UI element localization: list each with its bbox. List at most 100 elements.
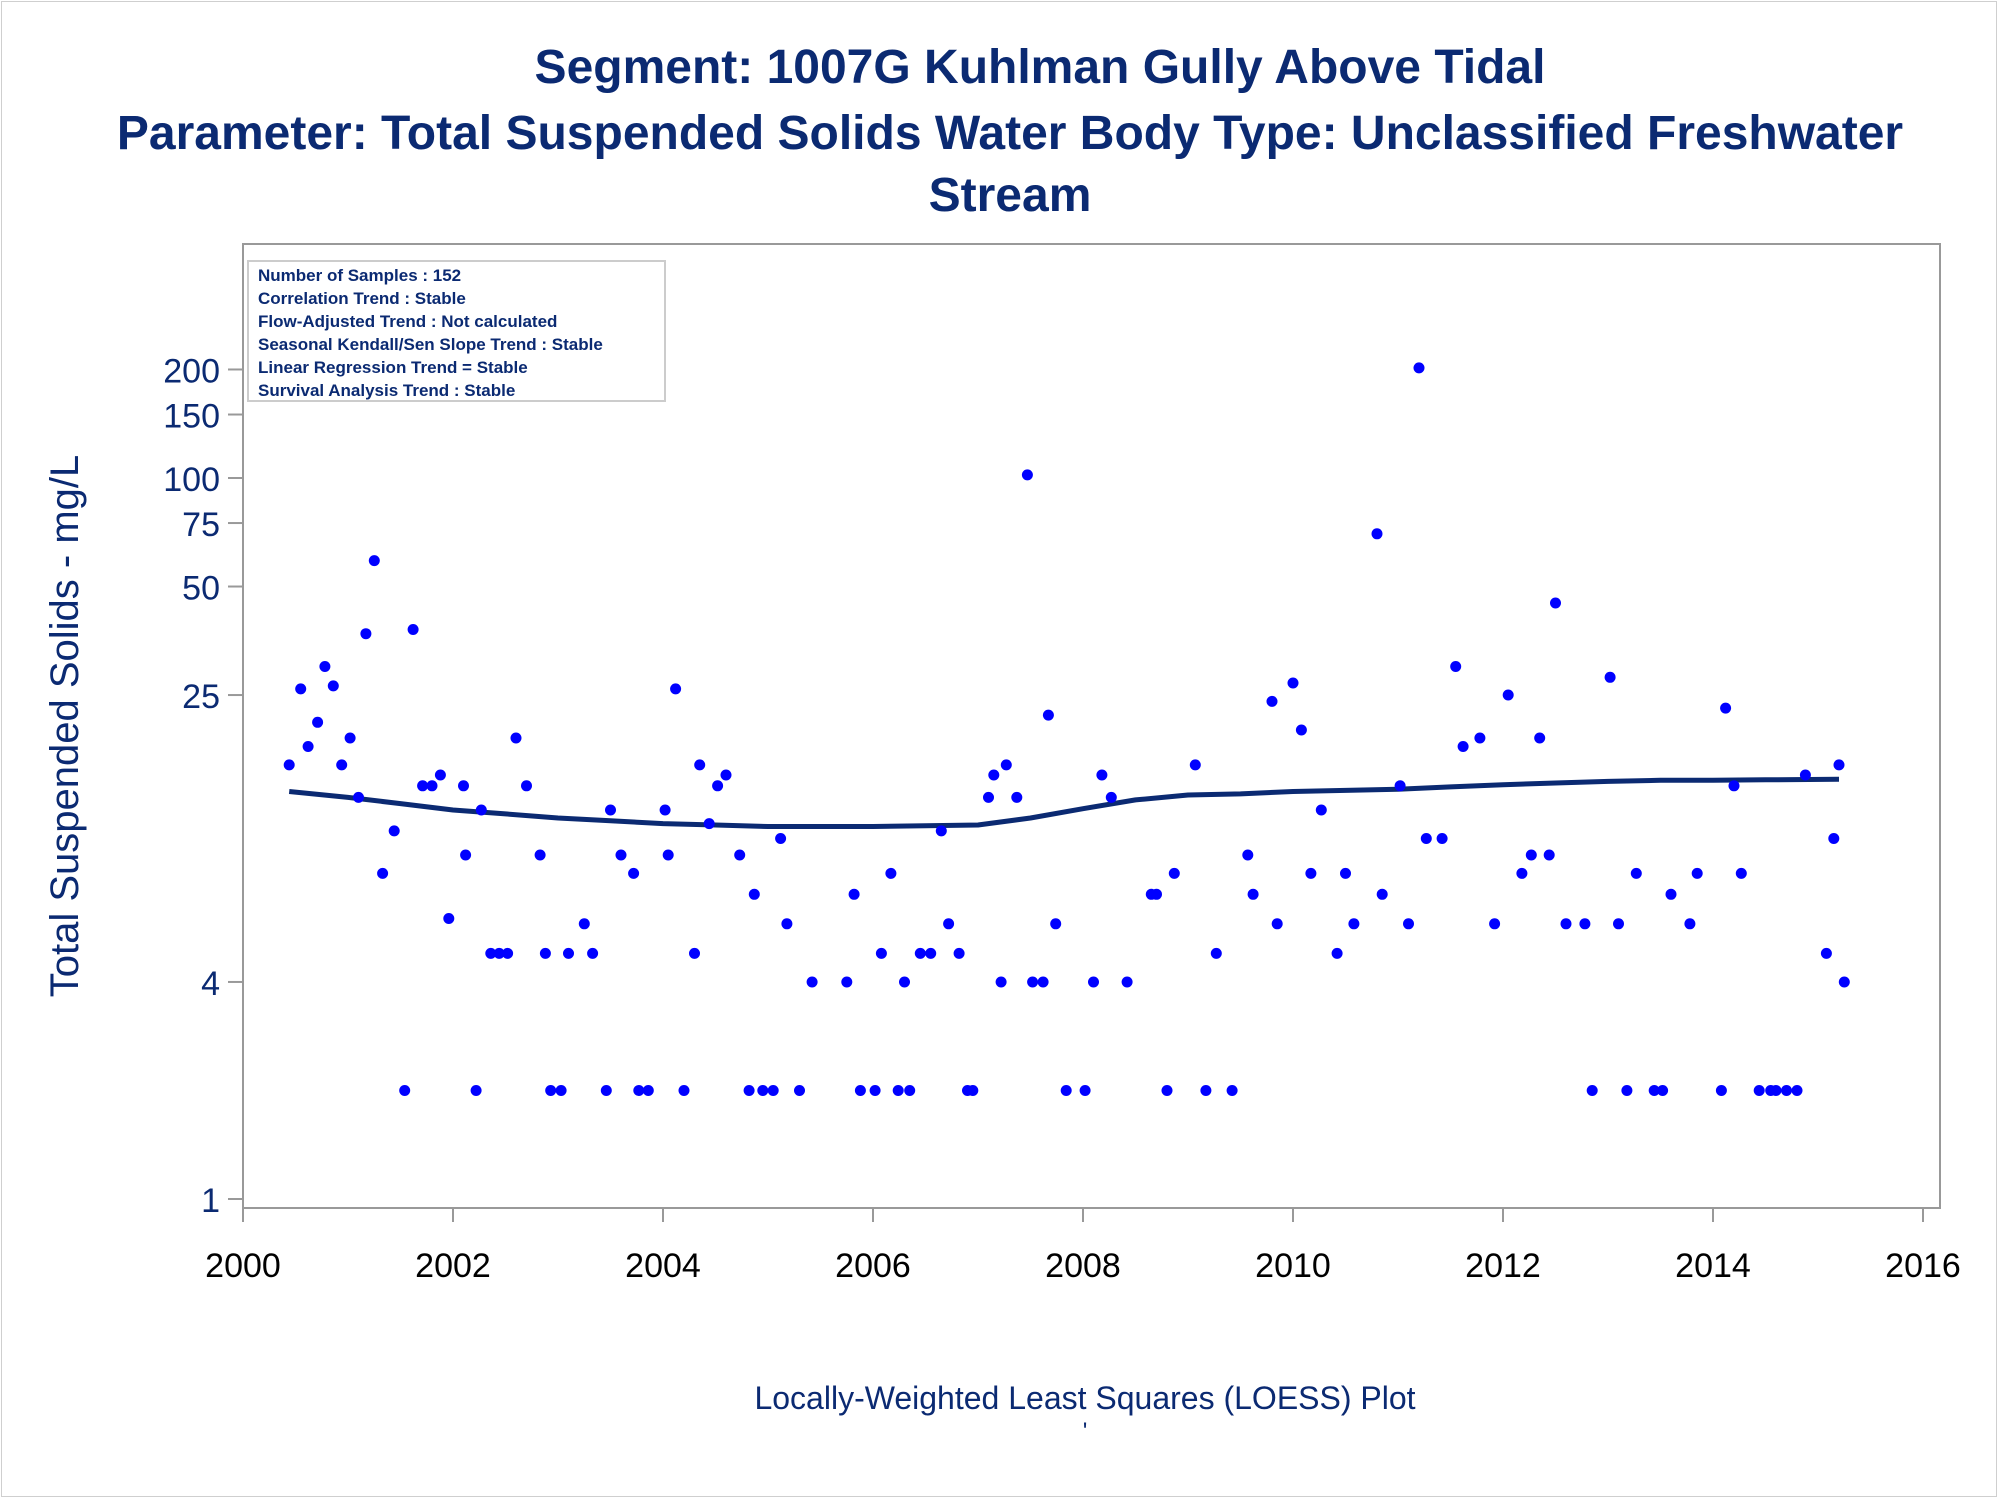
data-point bbox=[1791, 1085, 1803, 1096]
data-point bbox=[1781, 1085, 1792, 1096]
data-point bbox=[1543, 849, 1555, 861]
data-point bbox=[319, 661, 331, 672]
x-tick-label: 2004 bbox=[625, 1247, 701, 1285]
data-point bbox=[1550, 597, 1561, 609]
data-point bbox=[1735, 867, 1747, 879]
data-point bbox=[1828, 833, 1840, 844]
data-point bbox=[434, 769, 446, 781]
data-point bbox=[1266, 695, 1278, 707]
y-axis-label: Total Suspended Solids - mg/L bbox=[43, 455, 87, 998]
data-point bbox=[1420, 833, 1432, 844]
data-point bbox=[806, 976, 818, 988]
data-point bbox=[1096, 769, 1108, 781]
data-point bbox=[1315, 804, 1327, 816]
y-tick-label: 100 bbox=[163, 461, 220, 499]
x-tick-label: 2002 bbox=[415, 1247, 491, 1285]
data-point bbox=[1657, 1085, 1669, 1096]
data-point bbox=[1450, 661, 1462, 672]
data-point bbox=[1050, 918, 1062, 930]
data-point bbox=[1331, 947, 1343, 959]
data-point bbox=[600, 1085, 612, 1096]
x-axis: 2000 2002 2004 2006 2008 2010 2012 2014 2016 bbox=[205, 1208, 1961, 1285]
data-point bbox=[458, 780, 469, 792]
data-point bbox=[983, 791, 994, 803]
data-point bbox=[995, 976, 1007, 988]
legend-line: Number of Samples : 152 bbox=[258, 266, 461, 285]
data-point bbox=[388, 825, 400, 837]
data-point bbox=[485, 947, 497, 959]
legend-line: Flow-Adjusted Trend : Not calculated bbox=[258, 312, 557, 331]
footnote-mark: ' bbox=[1082, 1418, 1088, 1445]
data-point bbox=[1021, 469, 1033, 481]
x-tick-label: 2016 bbox=[1885, 1247, 1961, 1285]
data-point bbox=[1613, 918, 1624, 930]
chart-title: Segment: 1007G Kuhlman Gully Above Tidal bbox=[534, 41, 1546, 94]
data-point bbox=[563, 947, 574, 959]
data-point bbox=[1376, 888, 1388, 900]
data-point bbox=[377, 867, 389, 879]
data-point bbox=[642, 1085, 654, 1096]
data-point bbox=[1665, 888, 1677, 900]
data-point bbox=[1457, 741, 1469, 752]
data-point bbox=[1079, 1085, 1091, 1096]
data-point bbox=[545, 1085, 557, 1096]
x-tick-label: 2000 bbox=[205, 1247, 281, 1285]
data-point bbox=[1715, 1085, 1727, 1096]
x-tick-label: 2014 bbox=[1675, 1247, 1751, 1285]
data-point bbox=[1820, 947, 1832, 959]
y-tick-label: 25 bbox=[182, 678, 220, 716]
data-point bbox=[1000, 759, 1012, 771]
data-point bbox=[935, 825, 947, 837]
data-point bbox=[1684, 918, 1696, 930]
data-point bbox=[1340, 867, 1351, 879]
data-point bbox=[703, 818, 715, 830]
data-point bbox=[689, 947, 700, 959]
legend-line: Correlation Trend : Stable bbox=[258, 289, 466, 308]
data-point bbox=[1691, 867, 1703, 879]
data-point bbox=[694, 759, 706, 771]
chart-subtitle-continued: Stream bbox=[928, 169, 1092, 222]
data-point bbox=[1436, 833, 1448, 844]
data-point bbox=[743, 1085, 755, 1096]
data-point bbox=[1630, 867, 1642, 879]
data-point bbox=[988, 769, 1000, 781]
data-point bbox=[775, 833, 787, 844]
y-tick-label: 4 bbox=[201, 965, 220, 1003]
data-point bbox=[628, 867, 640, 879]
data-point bbox=[1579, 918, 1591, 930]
data-point bbox=[1121, 976, 1133, 988]
data-point bbox=[493, 947, 505, 959]
data-point bbox=[662, 849, 674, 861]
data-point bbox=[1502, 689, 1514, 701]
y-tick-label: 150 bbox=[163, 398, 220, 436]
data-point bbox=[678, 1085, 690, 1096]
data-point bbox=[914, 947, 926, 959]
data-point bbox=[283, 759, 295, 771]
data-point bbox=[1604, 671, 1616, 683]
data-point bbox=[1833, 759, 1845, 771]
data-point bbox=[1413, 362, 1425, 374]
data-point bbox=[399, 1085, 411, 1096]
data-point bbox=[460, 849, 472, 861]
data-point bbox=[1088, 976, 1099, 988]
data-point bbox=[925, 947, 937, 959]
data-point bbox=[605, 804, 616, 816]
legend-line: Survival Analysis Trend : Stable bbox=[258, 381, 515, 400]
data-point bbox=[1247, 888, 1259, 900]
data-point bbox=[781, 918, 793, 930]
data-point bbox=[578, 918, 590, 930]
data-point bbox=[1011, 791, 1023, 803]
data-point bbox=[1838, 976, 1850, 988]
footnote: Locally-Weighted Least Squares (LOESS) P… bbox=[754, 1380, 1416, 1416]
legend-line: Linear Regression Trend = Stable bbox=[258, 358, 528, 377]
data-point bbox=[1474, 732, 1486, 744]
loess-series bbox=[288, 776, 1840, 829]
data-point bbox=[368, 555, 380, 567]
data-point bbox=[720, 769, 732, 781]
data-point bbox=[1295, 724, 1307, 736]
data-point bbox=[1728, 780, 1740, 792]
y-tick-label: 1 bbox=[201, 1182, 220, 1220]
data-point bbox=[1648, 1085, 1660, 1096]
data-point bbox=[1534, 732, 1546, 744]
data-point bbox=[841, 976, 853, 988]
